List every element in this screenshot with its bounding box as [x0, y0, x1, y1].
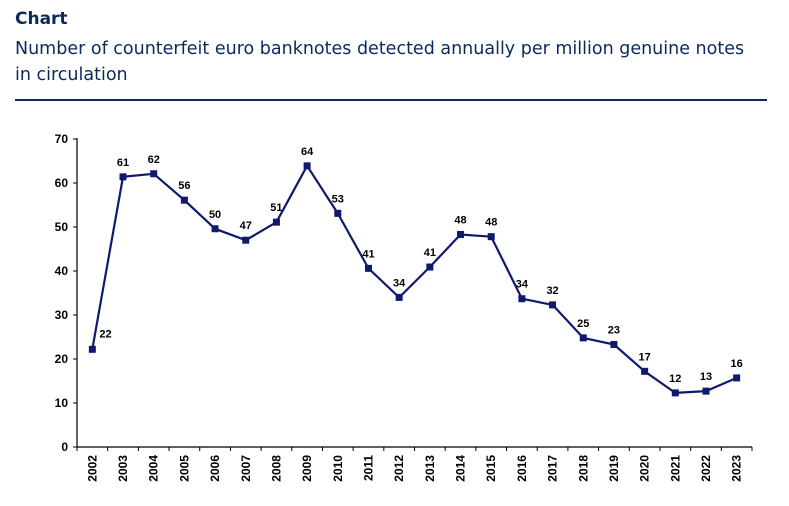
x-tick-label: 2012 — [392, 455, 406, 482]
header-divider — [15, 99, 767, 101]
data-label: 51 — [270, 202, 282, 214]
chart-label: Chart — [15, 9, 68, 29]
x-tick-label: 2002 — [85, 455, 99, 482]
data-label: 64 — [301, 146, 314, 158]
x-tick-label: 2016 — [515, 455, 529, 482]
y-tick-label: 10 — [55, 396, 69, 410]
x-tick-label: 2022 — [699, 455, 713, 482]
data-point — [518, 295, 526, 303]
x-tick-label: 2007 — [239, 455, 253, 482]
data-point — [702, 387, 710, 395]
data-point — [426, 263, 434, 271]
x-tick-label: 2020 — [638, 455, 652, 482]
x-axis-ticks: 2002 2003 2004 2005 2006 2007 2008 2009 2010 2011… — [76, 447, 753, 482]
y-tick-label: 0 — [61, 440, 68, 454]
data-label: 56 — [178, 180, 190, 192]
data-label: 17 — [638, 351, 650, 363]
data-point — [272, 218, 280, 226]
chart-title: Number of counterfeit euro banknotes det… — [15, 39, 745, 85]
data-label: 13 — [700, 371, 712, 383]
y-tick-label: 30 — [55, 308, 69, 322]
x-tick-label: 2011 — [361, 455, 375, 481]
x-tick-label: 2023 — [730, 455, 744, 482]
x-tick-label: 2017 — [546, 455, 560, 482]
data-label: 48 — [454, 214, 466, 226]
x-tick-label: 2010 — [331, 455, 345, 482]
data-point — [364, 264, 372, 272]
data-point — [211, 225, 219, 233]
data-label: 16 — [731, 358, 743, 370]
x-tick-label: 2004 — [147, 455, 161, 482]
x-tick-label: 2014 — [454, 455, 468, 482]
data-point — [303, 162, 311, 170]
data-label: 47 — [240, 220, 252, 232]
data-label: 22 — [99, 328, 111, 340]
x-tick-label: 2006 — [208, 455, 222, 482]
x-tick-label: 2019 — [607, 455, 621, 482]
data-label: 62 — [148, 154, 160, 166]
data-label: 50 — [209, 209, 221, 221]
x-tick-label: 2015 — [484, 455, 498, 482]
data-point — [242, 236, 250, 244]
data-label: 32 — [546, 285, 558, 297]
data-point — [150, 170, 158, 178]
data-point — [549, 301, 557, 309]
data-point — [395, 293, 403, 301]
y-tick-label: 50 — [55, 220, 69, 234]
x-tick-label: 2003 — [116, 455, 130, 482]
data-point — [641, 367, 649, 375]
data-point — [487, 233, 495, 241]
x-tick-label: 2009 — [300, 455, 314, 482]
data-point — [733, 374, 741, 382]
x-tick-label: 2008 — [269, 455, 283, 482]
y-tick-label: 40 — [55, 264, 69, 278]
series-line — [91, 164, 738, 394]
header: Chart Number of counterfeit euro banknot… — [15, 8, 767, 88]
y-axis-ticks: 0 10 20 30 40 50 60 70 — [55, 132, 77, 454]
series-group — [88, 162, 741, 397]
data-point — [88, 345, 96, 353]
x-tick-label: 2005 — [177, 455, 191, 482]
data-point — [610, 340, 618, 348]
y-tick-label: 20 — [55, 352, 69, 366]
data-point — [119, 173, 127, 181]
y-tick-label: 60 — [55, 176, 69, 190]
data-label: 23 — [608, 324, 620, 336]
data-point — [579, 334, 587, 342]
data-label: 61 — [117, 157, 129, 169]
data-labels: 22 61 62 56 50 47 51 64 53 41 34 41 48 48 34 32 25 23 17 12… — [99, 146, 742, 385]
y-tick-label: 70 — [55, 132, 69, 146]
data-label: 34 — [393, 277, 406, 289]
data-label: 41 — [362, 248, 374, 260]
data-label: 12 — [669, 373, 681, 385]
x-tick-label: 2018 — [576, 455, 590, 482]
data-label: 41 — [424, 247, 436, 259]
data-point — [180, 196, 188, 204]
data-label: 53 — [332, 193, 344, 205]
data-label: 48 — [485, 217, 497, 229]
x-tick-label: 2021 — [668, 455, 682, 482]
x-tick-label: 2013 — [423, 455, 437, 482]
data-label: 25 — [577, 318, 589, 330]
data-point — [334, 209, 342, 217]
data-point — [671, 389, 679, 397]
data-point — [457, 230, 465, 238]
data-label: 34 — [516, 279, 529, 291]
